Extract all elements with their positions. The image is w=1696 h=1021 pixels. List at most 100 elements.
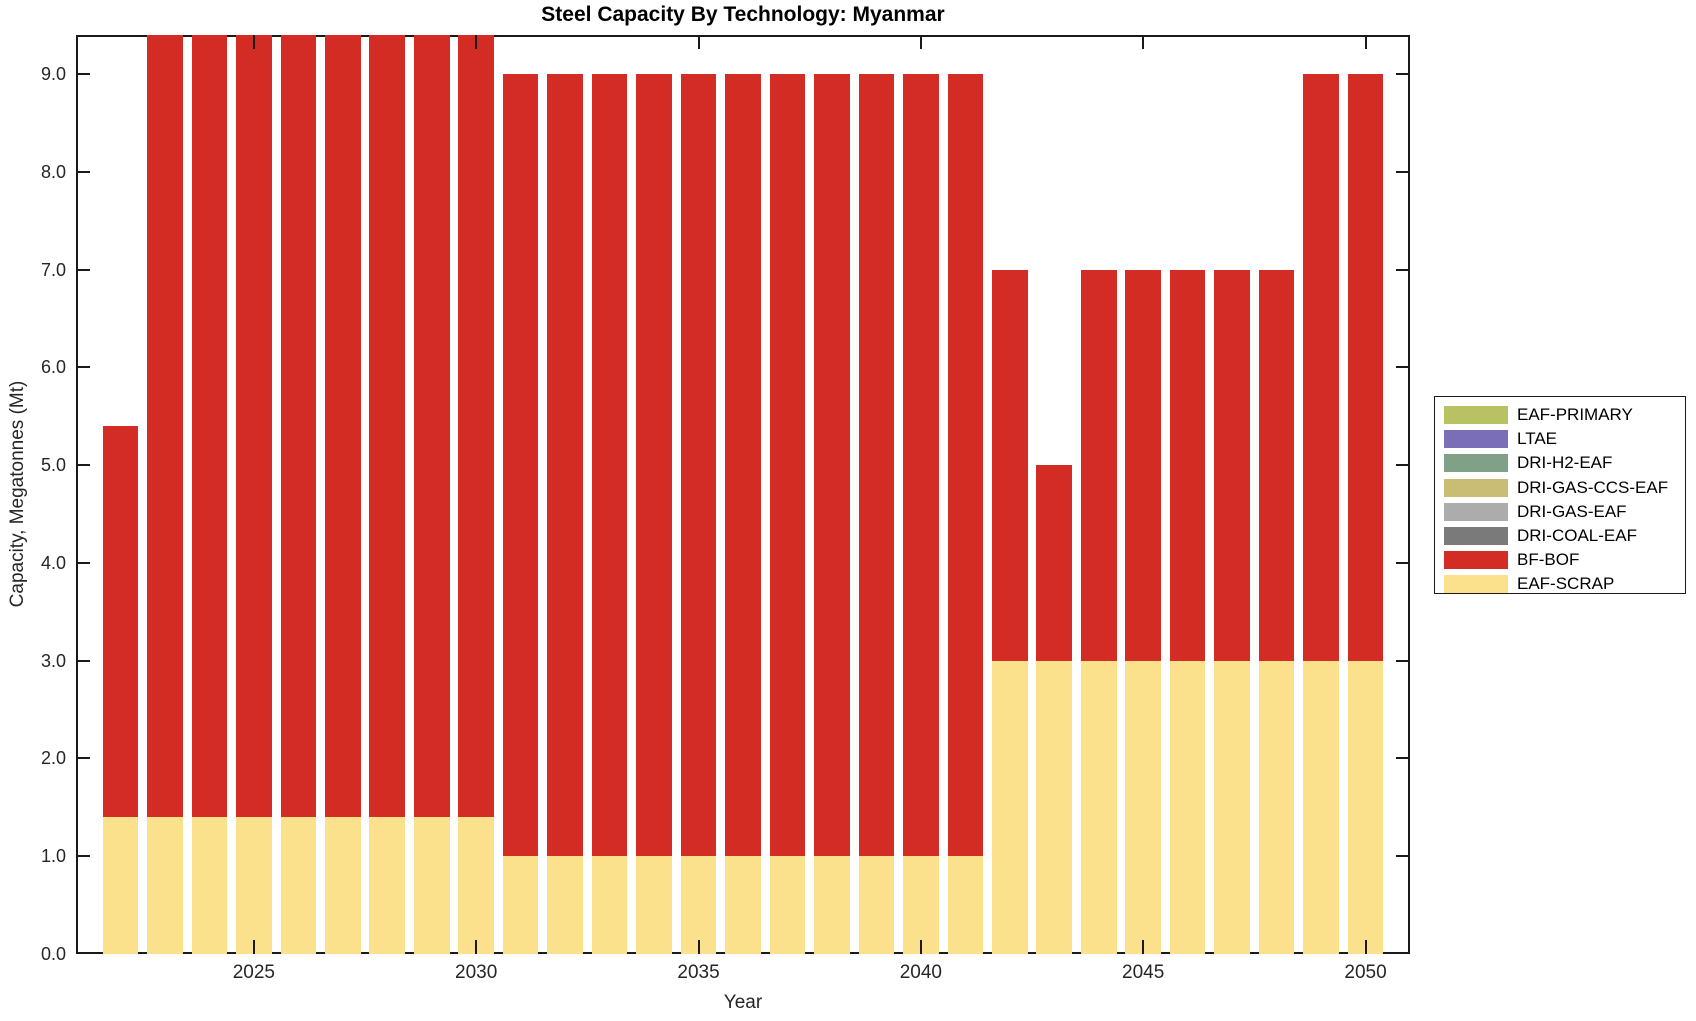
y-tick-right	[1396, 464, 1410, 467]
y-tick-right	[1396, 170, 1410, 173]
bar-segment-eaf-scrap-2022	[102, 817, 139, 954]
bar-segment-eaf-scrap-2050	[1347, 660, 1384, 954]
x-tick-label: 2045	[1122, 962, 1165, 983]
bar-segment-bf-bof-2024	[191, 35, 228, 818]
bar-segment-eaf-scrap-2029	[413, 817, 450, 954]
bar-segment-eaf-scrap-2035	[680, 856, 717, 954]
x-tick	[1142, 940, 1145, 954]
y-tick-right	[1396, 561, 1410, 564]
legend-item-eaf-primary: EAF-PRIMARY	[1435, 403, 1685, 427]
bar-segment-eaf-scrap-2040	[903, 856, 939, 954]
x-axis-label: Year	[723, 992, 763, 1013]
y-tick	[76, 659, 90, 662]
y-tick-label: 4.0	[40, 552, 66, 573]
legend-item-dri-gas-eaf: DRI-GAS-EAF	[1435, 500, 1685, 524]
y-tick-right	[1396, 855, 1410, 858]
legend-label-dri-h2-eaf: DRI-H2-EAF	[1517, 453, 1613, 473]
bar-segment-bf-bof-2027	[325, 35, 361, 818]
bar-segment-bf-bof-2032	[547, 74, 583, 857]
bar-segment-bf-bof-2026	[280, 35, 317, 818]
chart-title: Steel Capacity By Technology: Myanmar	[541, 3, 945, 26]
bar-segment-bf-bof-2040	[903, 74, 939, 857]
legend-swatch-dri-gas-eaf	[1444, 502, 1508, 521]
x-tick	[252, 940, 255, 954]
bar-segment-bf-bof-2043	[1036, 465, 1073, 661]
bar-segment-bf-bof-2042	[992, 269, 1028, 661]
y-tick-label: 1.0	[40, 846, 66, 867]
x-tick-top	[252, 35, 255, 49]
legend-swatch-dri-h2-eaf	[1444, 454, 1508, 473]
bar-segment-bf-bof-2036	[725, 74, 761, 857]
bar-segment-eaf-scrap-2027	[325, 817, 361, 954]
legend-label-dri-coal-eaf: DRI-COAL-EAF	[1517, 526, 1637, 545]
legend-label-eaf-primary: EAF-PRIMARY	[1517, 405, 1633, 424]
bar-segment-eaf-scrap-2023	[147, 817, 183, 954]
y-tick	[76, 855, 90, 858]
y-tick-label: 2.0	[40, 748, 66, 769]
y-tick-label: 9.0	[40, 64, 66, 85]
bar-segment-eaf-scrap-2037	[769, 856, 806, 954]
legend-label-ltae: LTAE	[1517, 429, 1557, 449]
bar-segment-bf-bof-2039	[858, 74, 895, 857]
bar-segment-bf-bof-2044	[1080, 269, 1117, 661]
bar-segment-eaf-scrap-2049	[1303, 660, 1339, 954]
legend-swatch-eaf-primary	[1444, 406, 1508, 424]
bar-segment-bf-bof-2048	[1258, 269, 1295, 661]
legend: EAF-PRIMARY LTAE DRI-H2-EAF DRI-GAS-CCS-EAF…	[1434, 396, 1686, 594]
bar-segment-eaf-scrap-2028	[369, 817, 406, 954]
bar-segment-bf-bof-2035	[680, 74, 717, 857]
legend-item-dri-gas-ccs-eaf: DRI-GAS-CCS-EAF	[1435, 476, 1685, 500]
x-tick-top	[697, 35, 700, 49]
bar-segment-eaf-scrap-2039	[858, 856, 895, 954]
y-tick-right	[1396, 268, 1410, 271]
bar-segment-bf-bof-2037	[769, 74, 806, 857]
x-tick-label: 2040	[899, 962, 942, 983]
y-tick-label: 3.0	[40, 650, 66, 671]
bar-segment-eaf-scrap-2046	[1169, 660, 1206, 954]
x-tick-top	[1364, 35, 1367, 49]
bar-segment-eaf-scrap-2031	[502, 856, 539, 954]
bar-segment-bf-bof-2038	[814, 74, 850, 857]
bar-segment-bf-bof-2023	[147, 35, 183, 818]
bar-segment-bf-bof-2041	[947, 74, 984, 857]
bar-segment-bf-bof-2028	[369, 35, 406, 818]
y-tick-right	[1396, 757, 1410, 760]
x-tick-label: 2050	[1344, 962, 1387, 983]
bar-segment-bf-bof-2034	[636, 74, 672, 857]
bar-segment-eaf-scrap-2034	[636, 856, 672, 954]
y-tick	[76, 170, 90, 173]
legend-swatch-eaf-scrap	[1444, 575, 1508, 594]
bar-segment-eaf-scrap-2047	[1214, 660, 1250, 954]
legend-swatch-ltae	[1444, 430, 1508, 449]
y-tick-label: 6.0	[40, 357, 66, 378]
y-tick	[76, 464, 90, 467]
bar-segment-eaf-scrap-2024	[191, 817, 228, 954]
y-tick	[76, 366, 90, 369]
bar-segment-eaf-scrap-2033	[591, 856, 628, 954]
bar-segment-eaf-scrap-2030	[458, 817, 494, 954]
x-tick-top	[475, 35, 478, 49]
x-tick-label: 2025	[232, 962, 275, 983]
x-tick-label: 2030	[455, 962, 498, 983]
x-tick	[919, 940, 922, 954]
y-tick	[76, 757, 90, 760]
y-tick	[76, 561, 90, 564]
y-tick	[76, 268, 90, 271]
bar-segment-bf-bof-2046	[1169, 269, 1206, 661]
legend-label-dri-gas-eaf: DRI-GAS-EAF	[1517, 501, 1627, 521]
legend-label-bf-bof: BF-BOF	[1517, 550, 1580, 570]
x-tick	[697, 940, 700, 954]
bar-segment-eaf-scrap-2041	[947, 856, 984, 954]
x-tick	[1364, 940, 1367, 954]
legend-label-dri-gas-ccs-eaf: DRI-GAS-CCS-EAF	[1517, 477, 1669, 497]
bar-segment-eaf-scrap-2044	[1080, 660, 1117, 954]
y-tick-label: 5.0	[40, 455, 66, 476]
y-tick	[76, 73, 90, 76]
legend-item-dri-h2-eaf: DRI-H2-EAF	[1435, 451, 1685, 475]
bar-segment-eaf-scrap-2032	[547, 856, 583, 954]
bar-segment-eaf-scrap-2048	[1258, 660, 1295, 954]
x-tick-top	[1142, 35, 1145, 49]
y-tick	[76, 953, 90, 954]
legend-item-bf-bof: BF-BOF	[1435, 548, 1685, 572]
